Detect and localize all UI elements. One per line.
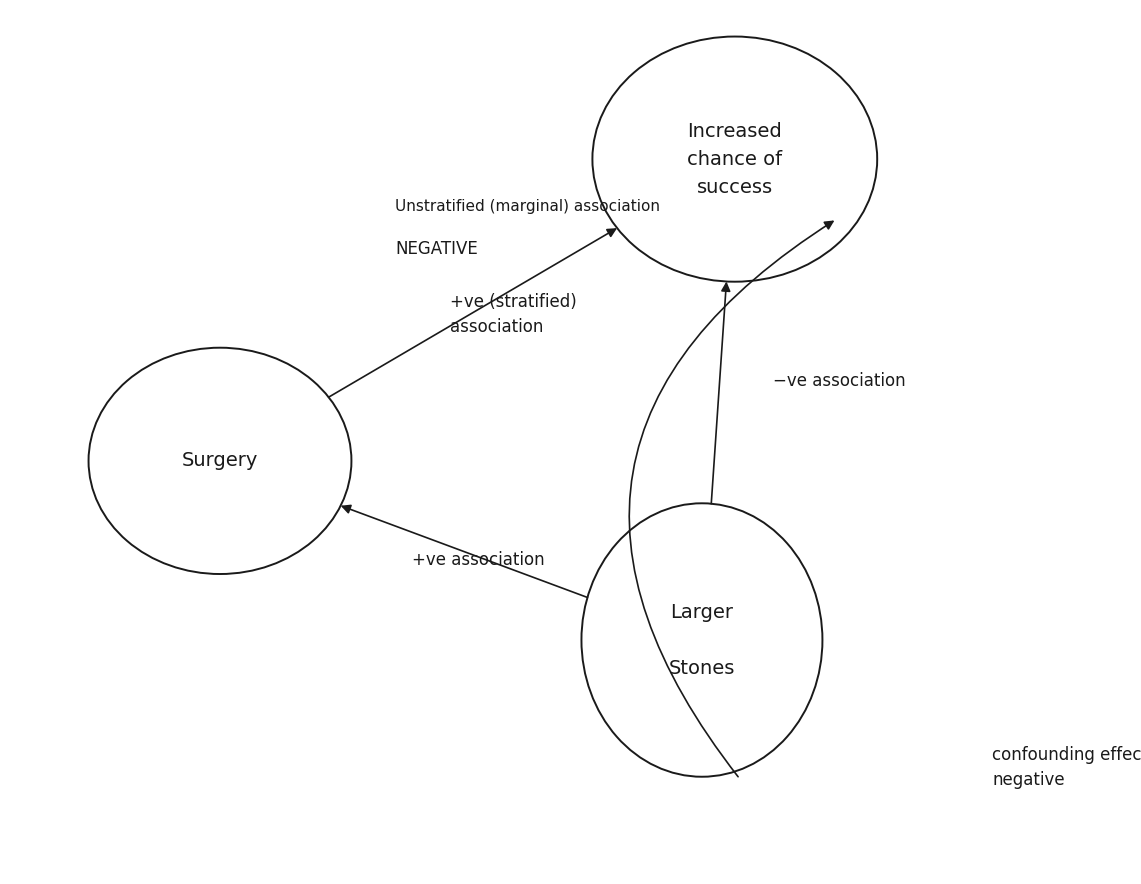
Text: Larger

Stones: Larger Stones — [669, 603, 735, 677]
Text: Unstratified (marginal) association: Unstratified (marginal) association — [395, 199, 661, 214]
Text: +ve association: +ve association — [412, 551, 544, 569]
Text: confounding effect
negative: confounding effect negative — [993, 746, 1141, 789]
Text: NEGATIVE: NEGATIVE — [395, 240, 478, 258]
Text: −ve association: −ve association — [774, 371, 906, 390]
Text: +ve (stratified)
association: +ve (stratified) association — [450, 293, 576, 336]
Text: Surgery: Surgery — [181, 452, 258, 470]
Text: Increased
chance of
success: Increased chance of success — [687, 122, 783, 196]
